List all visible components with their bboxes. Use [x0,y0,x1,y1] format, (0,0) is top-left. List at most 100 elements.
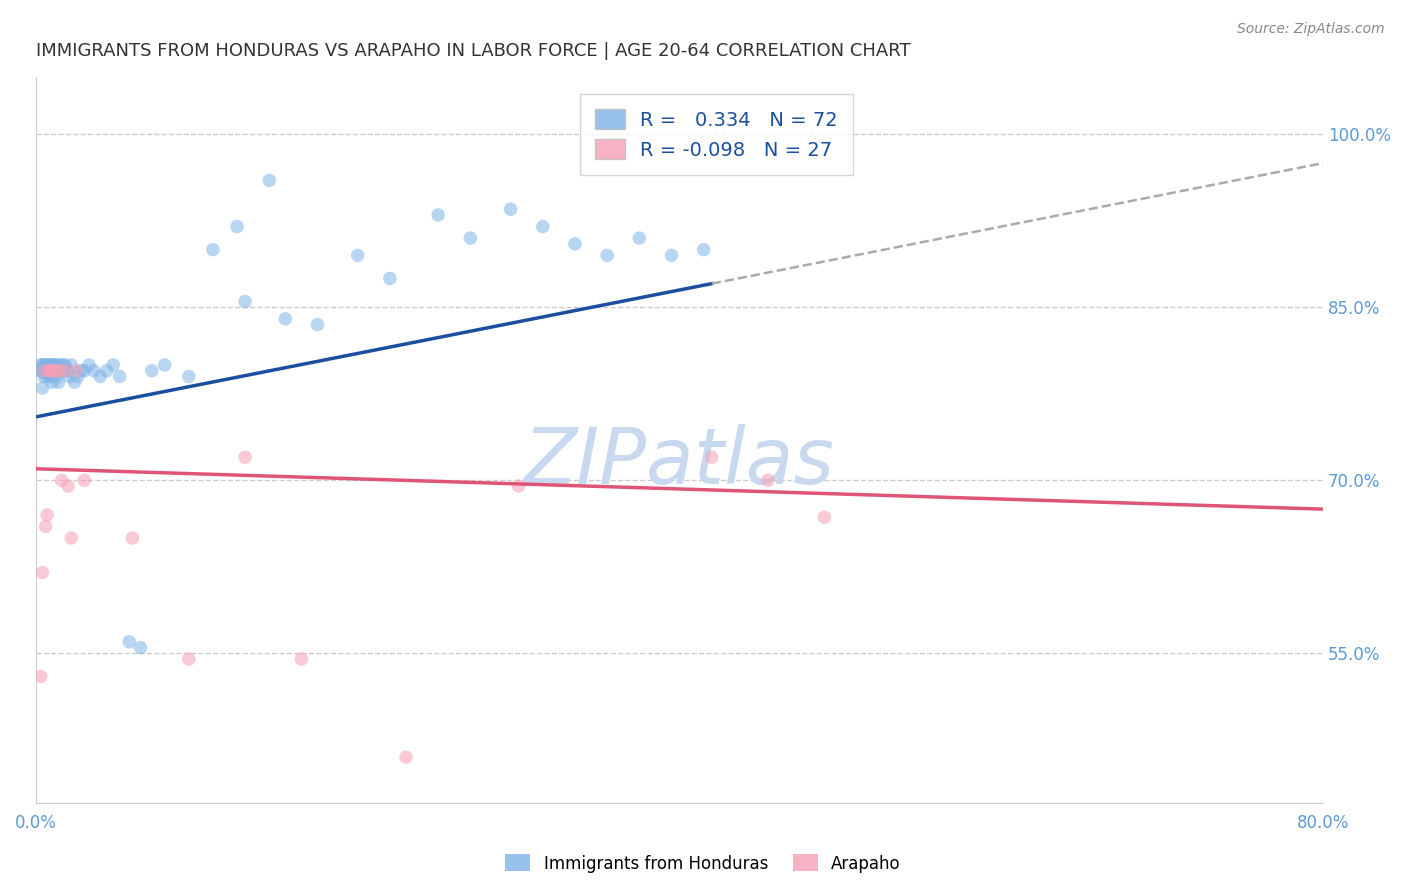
Point [378,271,401,285]
Point [39,364,62,378]
Point [427,208,450,222]
Point [41,376,63,390]
Point [51,364,73,378]
Point [30,669,52,683]
Point [41,358,63,372]
Point [661,248,683,262]
Point [39,364,62,378]
Point [37,369,59,384]
Point [226,219,249,234]
Point [38,364,60,378]
Point [31,364,53,378]
Point [692,243,714,257]
Point [39,358,62,372]
Point [73,364,96,378]
Point [32,369,55,384]
Point [37,358,59,372]
Point [89,369,111,384]
Point [39,369,62,384]
Point [63,376,86,390]
Point [121,531,143,545]
Point [34,358,56,372]
Point [141,364,163,378]
Point [813,510,835,524]
Point [201,243,224,257]
Point [49,364,72,378]
Point [37,508,59,522]
Point [77,358,100,372]
Point [257,173,280,187]
Point [53,364,76,378]
Point [38,366,60,380]
Point [96,364,118,378]
Point [41,364,63,378]
Point [32,364,55,378]
Point [564,236,586,251]
Text: IMMIGRANTS FROM HONDURAS VS ARAPAHO IN LABOR FORCE | AGE 20-64 CORRELATION CHART: IMMIGRANTS FROM HONDURAS VS ARAPAHO IN L… [37,42,911,60]
Point [700,450,723,465]
Point [274,311,297,326]
Point [508,479,530,493]
Point [52,358,75,372]
Point [101,358,124,372]
Point [30,364,52,378]
Point [38,358,60,372]
Point [38,364,60,378]
Point [628,231,651,245]
Point [44,364,66,378]
Point [233,294,256,309]
Point [49,358,72,372]
Point [53,358,76,372]
Point [153,358,176,372]
Point [499,202,522,217]
Point [49,364,72,378]
Point [395,750,418,764]
Point [31,358,53,372]
Point [42,358,65,372]
Point [44,364,66,378]
Point [45,369,67,384]
Point [59,369,82,384]
Point [177,652,200,666]
Point [129,640,152,655]
Point [55,364,77,378]
Point [290,652,312,666]
Point [45,364,67,378]
Point [30,358,52,372]
Point [56,364,79,378]
Point [44,358,66,372]
Point [73,473,96,487]
Legend: R =   0.334   N = 72, R = -0.098   N = 27: R = 0.334 N = 72, R = -0.098 N = 27 [579,94,853,176]
Point [41,364,63,378]
Point [346,248,368,262]
Point [66,369,89,384]
Point [60,531,83,545]
Point [177,369,200,384]
Point [34,519,56,533]
Point [60,358,83,372]
Text: ZIPatlas: ZIPatlas [524,424,835,500]
Point [756,473,779,487]
Point [233,450,256,465]
Point [83,364,105,378]
Legend: Immigrants from Honduras, Arapaho: Immigrants from Honduras, Arapaho [499,847,907,880]
Point [65,364,87,378]
Point [596,248,619,262]
Point [70,364,93,378]
Point [32,364,55,378]
Point [37,366,59,380]
Point [34,364,56,378]
Point [31,381,53,395]
Point [460,231,482,245]
Point [51,473,73,487]
Point [118,635,141,649]
Point [31,566,53,580]
Point [56,479,79,493]
Point [531,219,554,234]
Point [45,358,67,372]
Point [307,318,329,332]
Text: Source: ZipAtlas.com: Source: ZipAtlas.com [1237,22,1385,37]
Point [34,366,56,380]
Point [42,364,65,378]
Point [37,364,59,378]
